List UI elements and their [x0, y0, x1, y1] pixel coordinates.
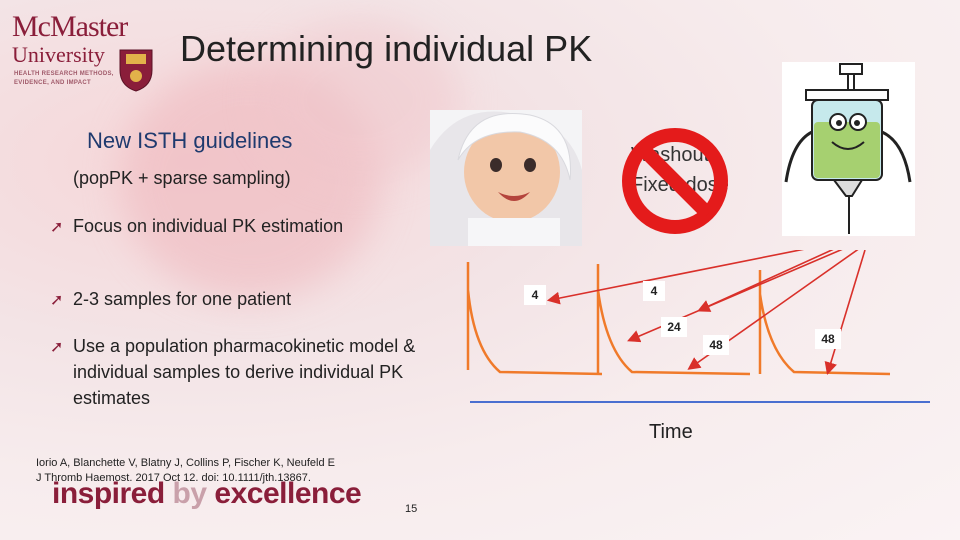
prohibited-icon	[622, 128, 728, 234]
syringe-icon	[784, 63, 912, 234]
reference-journal: J Thromb Haemost. 2017 Oct 12. doi: 10.1…	[36, 472, 311, 484]
mcmaster-logo: McMaster University HEALTH RESEARCH METH…	[10, 8, 160, 108]
sample-label: 24	[667, 320, 681, 334]
brand-word: by	[172, 477, 208, 510]
sample-label-box: 48	[815, 329, 841, 349]
baby-photo	[430, 110, 582, 246]
bullet-text: 2-3 samples for one patient	[73, 289, 292, 309]
sample-label-box: 4	[524, 285, 546, 305]
sample-label-box: 4	[643, 281, 665, 301]
pk-curves-diagram: 4 4 24 48 48	[466, 250, 930, 403]
bullet-text: Focus on individual PK estimation	[73, 216, 344, 236]
sample-label-box: 24	[661, 317, 687, 337]
bullet-item: ➚ Focus on individual PK estimation	[50, 213, 410, 239]
sample-arrow	[546, 250, 805, 305]
decay-curve-2	[596, 264, 751, 376]
arrow-bullet-icon: ➚	[50, 339, 64, 356]
brand-word: excellence	[214, 477, 362, 510]
brand-tagline: inspired by excellence	[52, 477, 362, 511]
page-number: 15	[405, 503, 418, 515]
sample-label: 48	[821, 332, 835, 346]
decay-curve-1	[466, 262, 603, 376]
background-blob	[260, 20, 460, 180]
guideline-heading: New ISTH guidelines	[87, 128, 293, 153]
sample-label: 48	[709, 338, 723, 352]
brand-word: inspired	[52, 477, 165, 510]
sample-label: 4	[532, 288, 539, 302]
arrow-bullet-icon: ➚	[50, 219, 64, 236]
reference-authors: Iorio A, Blanchette V, Blatny J, Collins…	[36, 457, 335, 469]
syringe-cartoon	[782, 62, 915, 236]
guideline-subheading: (popPK + sparse sampling)	[73, 168, 291, 188]
bullet-item: ➚ Use a population pharmacokinetic model…	[50, 333, 420, 413]
arrow-bullet-icon: ➚	[50, 292, 64, 309]
baby-illustration-icon	[430, 110, 582, 246]
logo-name-line1: McMaster	[12, 10, 128, 43]
reference-citation: Iorio A, Blanchette V, Blatny J, Collins…	[36, 456, 335, 486]
decay-curve-3	[758, 270, 891, 376]
logo-tagline: HEALTH RESEARCH METHODS, EVIDENCE, AND I…	[14, 71, 114, 86]
sample-label-box: 48	[703, 335, 729, 355]
sample-arrow	[824, 250, 866, 376]
bullet-text: Use a population pharmacokinetic model &…	[73, 336, 416, 408]
slide-title: Determining individual PK	[180, 28, 593, 69]
logo-name-line2: University	[12, 42, 105, 67]
crest-icon	[119, 49, 153, 92]
bullet-item: ➚ 2-3 samples for one patient	[50, 286, 410, 312]
sample-label: 4	[651, 284, 658, 298]
time-axis-label: Time	[649, 421, 693, 443]
